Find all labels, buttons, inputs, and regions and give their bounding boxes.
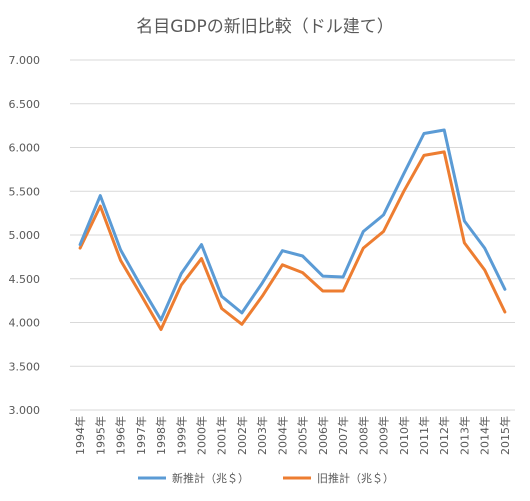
y-tick-label: 3.500 [9,360,41,373]
legend: 新推計（兆＄） 旧推計（兆＄） [138,471,394,485]
data-point [402,190,405,193]
y-tick-label: 5.000 [9,229,41,242]
data-point [281,263,284,266]
data-point [342,276,344,278]
series-lines [78,128,507,331]
data-point [200,257,203,260]
data-point [119,249,122,251]
x-tick-label: 2002年 [235,416,249,455]
chart-title: 名目GDPの新旧比較（ドル建て） [136,17,394,37]
data-point [463,220,466,222]
data-point [281,249,284,252]
data-point [99,205,102,207]
y-tick-label: 3.000 [9,404,41,417]
data-point [402,172,405,175]
x-tick-label: 1996年 [114,416,128,455]
x-tick-label: 2004年 [275,416,289,455]
data-point [220,307,223,310]
y-tick-label: 4.000 [9,317,41,330]
x-tick-label: 2000年 [194,416,208,455]
data-point [160,319,162,321]
data-point [322,275,324,277]
series-line-0 [78,128,507,322]
data-point [301,271,304,274]
data-point [220,295,223,298]
data-point [160,328,162,331]
legend-label: 旧推計（兆＄） [317,471,394,485]
data-point [79,247,81,249]
x-tick-label: 2003年 [255,416,269,455]
data-point [322,290,324,292]
data-point [241,323,243,326]
x-tick-label: 2012年 [437,416,451,455]
y-axis-ticks: 3.000 3.500 4.000 4.500 5.000 5.500 6.000 6.500… [9,54,41,417]
data-point [504,311,506,313]
gridlines [70,59,515,411]
x-tick-label: 1995年 [93,416,107,455]
x-tick-label: 2005年 [296,416,310,455]
data-point [139,293,142,296]
y-tick-label: 4.500 [9,273,41,286]
data-point [261,295,263,298]
x-tick-label: 2001年 [215,416,229,455]
data-point [423,132,425,135]
data-point [362,247,365,249]
x-tick-label: 2011年 [417,416,431,455]
x-tick-label: 1997年 [134,416,148,455]
x-tick-label: 2007年 [336,416,350,455]
data-point [443,129,446,131]
data-point [423,154,425,157]
y-tick-label: 5.500 [9,185,41,198]
data-point [180,272,183,275]
data-point [261,282,263,284]
data-point [200,243,203,246]
data-point [99,194,102,197]
x-tick-label: 2008年 [356,416,370,455]
data-point [139,284,142,287]
data-point [119,259,122,262]
data-point [180,284,183,286]
data-point [362,230,365,233]
y-tick-label: 6.000 [9,142,41,155]
x-tick-label: 2010年 [397,416,411,455]
legend-label: 新推計（兆＄） [172,471,249,485]
data-point [504,288,506,291]
data-point [443,151,446,153]
x-tick-label: 1994年 [73,416,87,455]
data-point [241,312,243,314]
x-tick-label: 1998年 [154,416,168,455]
data-point [342,290,344,292]
y-tick-label: 7.000 [9,54,41,67]
series-line-1 [78,150,507,331]
x-tick-label: 2015年 [498,416,512,455]
x-tick-label: 2006年 [316,416,330,455]
data-point [463,242,466,244]
x-tick-label: 1999年 [174,416,188,455]
data-point [79,243,81,246]
x-tick-label: 2013年 [457,416,471,455]
data-point [483,269,486,271]
x-axis-ticks: 1994年 1995年 1996年 1997年 1998年 1999年 2000年 2001年… [73,416,512,455]
data-point [483,247,486,249]
x-tick-label: 2009年 [377,416,391,455]
x-tick-label: 2014年 [478,416,492,455]
data-point [382,214,385,216]
data-point [382,230,385,233]
y-tick-label: 6.500 [9,98,41,111]
data-point [301,255,304,257]
